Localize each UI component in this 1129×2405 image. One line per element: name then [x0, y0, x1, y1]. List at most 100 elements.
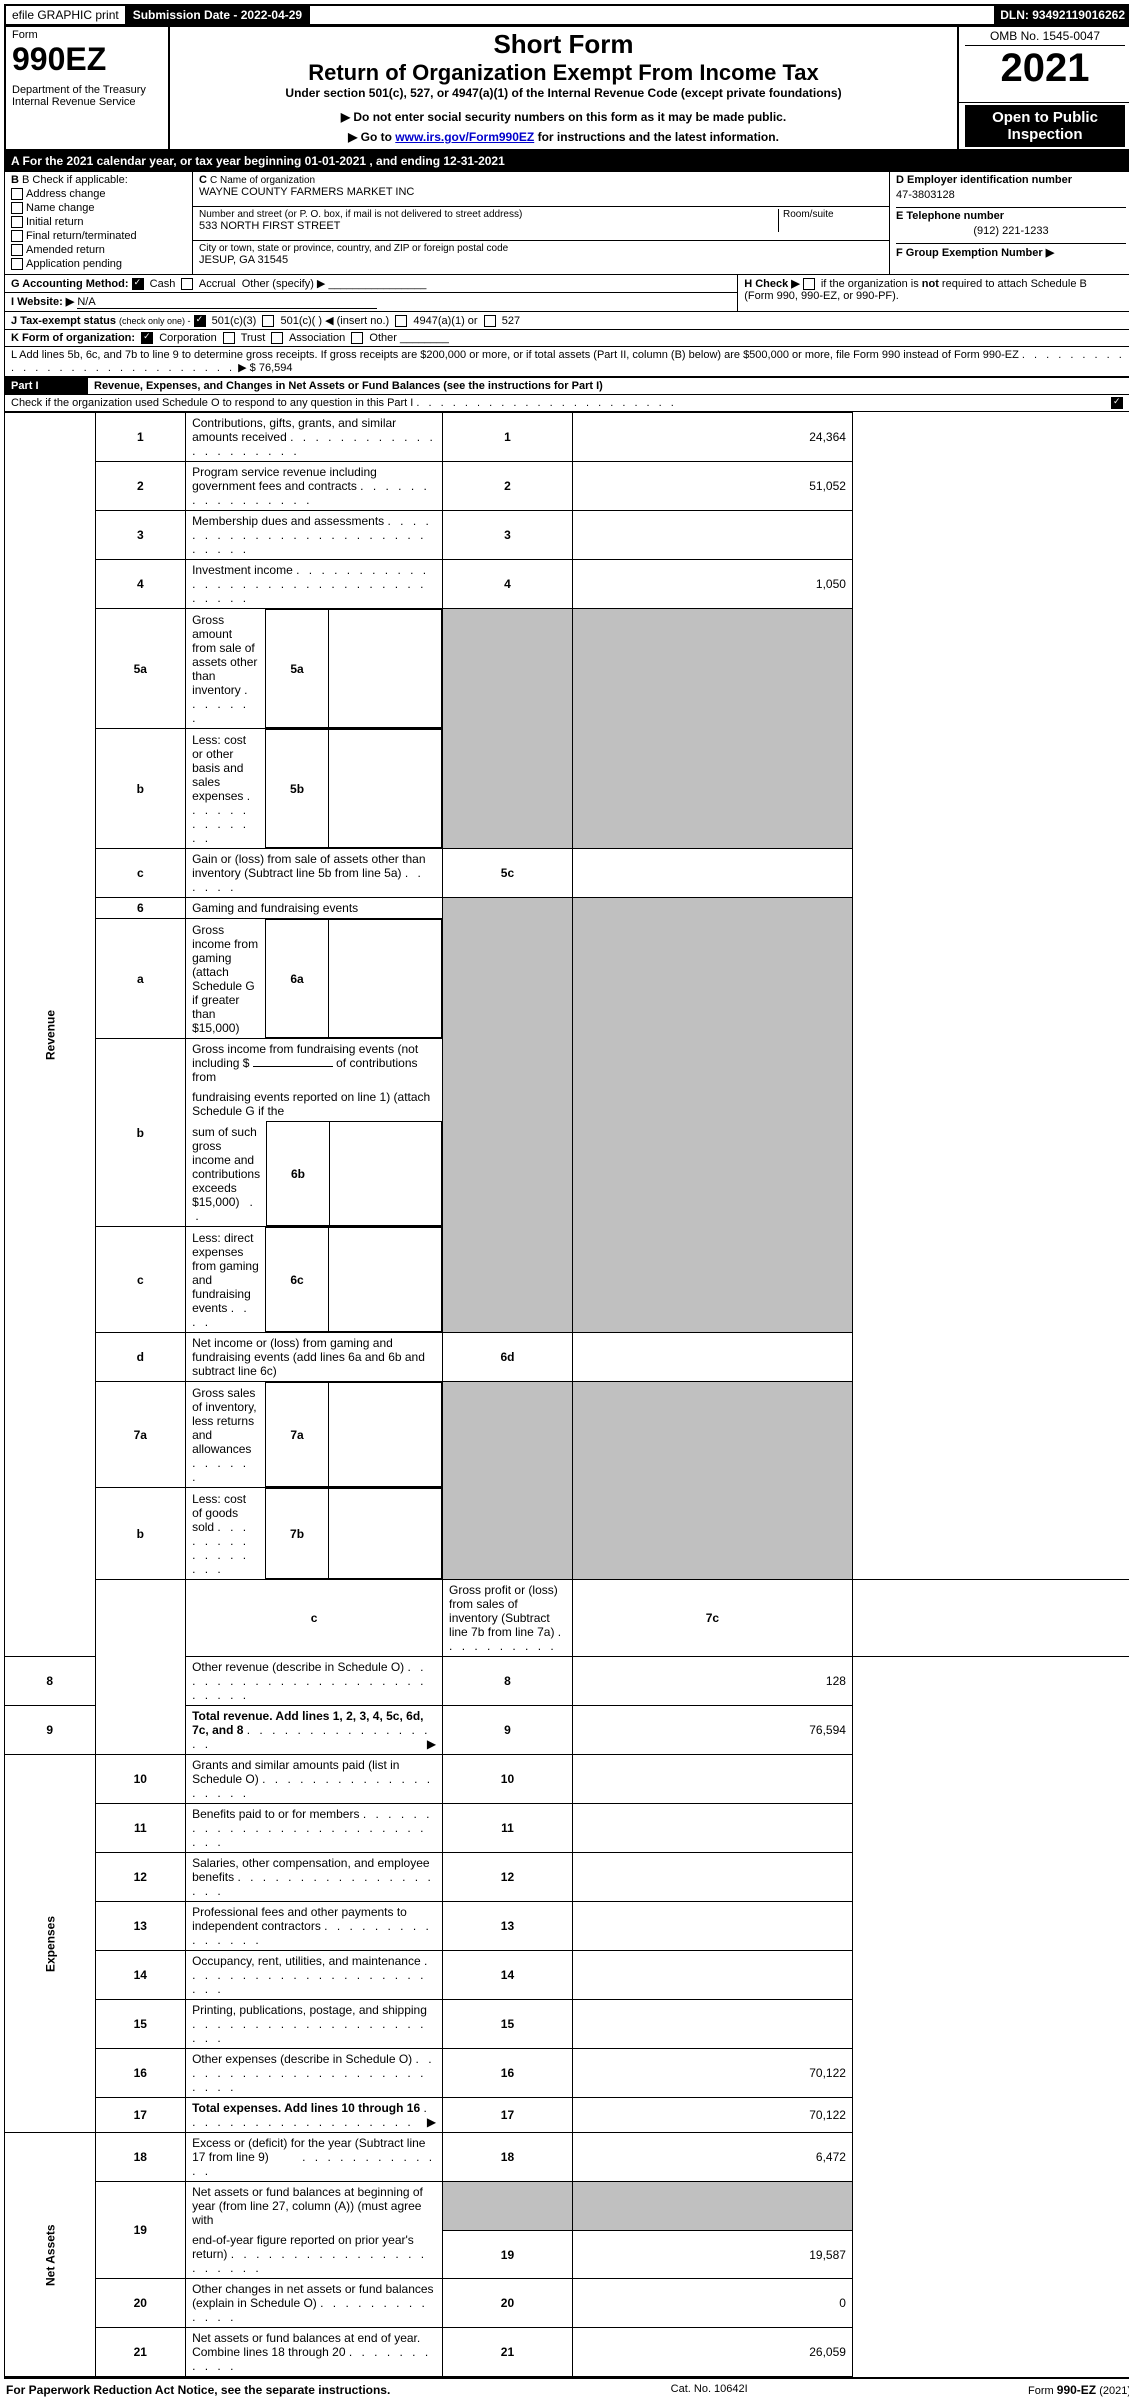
line-7a-text: Gross sales of inventory, less returns a…	[192, 1386, 256, 1456]
grey-cell	[572, 898, 852, 1333]
title-return: Return of Organization Exempt From Incom…	[176, 60, 951, 86]
checkbox-k-3[interactable]	[351, 332, 363, 344]
line-16-val: 70,122	[572, 2049, 852, 2098]
line-7c-num: c	[186, 1580, 443, 1657]
checkbox-h[interactable]	[803, 278, 815, 290]
line-5a-sv	[329, 610, 442, 728]
checkbox-j-3[interactable]	[484, 315, 496, 327]
j-opt-1: 501(c)( ) ◀ (insert no.)	[280, 315, 389, 327]
irs-link[interactable]: www.irs.gov/Form990EZ	[395, 130, 534, 144]
line-3-rn: 3	[443, 511, 573, 560]
checkbox-j-1[interactable]	[262, 315, 274, 327]
j-opt-0: 501(c)(3)	[212, 315, 257, 327]
line-6d-text: Net income or (loss) from gaming and fun…	[186, 1333, 443, 1382]
h-text2: required to attach Schedule B	[939, 278, 1087, 290]
grey-cell	[443, 2182, 573, 2231]
line-7b-num: b	[95, 1488, 186, 1580]
checkbox-part1[interactable]	[1111, 397, 1123, 409]
grey-cell	[443, 1382, 573, 1580]
line-10-rn: 10	[443, 1755, 573, 1804]
line-11-num: 11	[95, 1804, 186, 1853]
g-other: Other (specify) ▶	[242, 278, 326, 290]
line-5b-num: b	[95, 729, 186, 849]
b-item-2[interactable]: Initial return	[11, 216, 186, 228]
checkbox-k-1[interactable]	[223, 332, 235, 344]
line-9-val: 76,594	[572, 1706, 852, 1755]
b-item-0[interactable]: Address change	[11, 188, 186, 200]
line-14-text: Occupancy, rent, utilities, and maintena…	[192, 1954, 421, 1968]
line-6c-sv	[329, 1228, 442, 1332]
line-11-text: Benefits paid to or for members	[192, 1807, 359, 1821]
line-4-text: Investment income	[192, 563, 293, 577]
b-item-4[interactable]: Amended return	[11, 244, 186, 256]
checkbox-cash[interactable]	[132, 278, 144, 290]
line-4-num: 4	[95, 560, 186, 609]
line-17-val: 70,122	[572, 2098, 852, 2133]
line-5b-text: Less: cost or other basis and sales expe…	[192, 733, 246, 803]
side-revenue: Revenue	[5, 413, 96, 1657]
room-label: Room/suite	[783, 209, 883, 220]
line-11-val	[572, 1804, 852, 1853]
checkbox-list-b: Address change Name change Initial retur…	[11, 188, 186, 271]
street-label: Number and street (or P. O. box, if mail…	[199, 209, 778, 220]
line-20-val: 0	[572, 2279, 852, 2328]
phone: (912) 221-1233	[896, 225, 1126, 237]
line-3-num: 3	[95, 511, 186, 560]
arrow-icon: ▶	[427, 1737, 436, 1751]
line-6a-sv	[329, 920, 442, 1038]
checkbox-j-2[interactable]	[395, 315, 407, 327]
line-15-num: 15	[95, 2000, 186, 2049]
line-2-val: 51,052	[572, 462, 852, 511]
b-item-5[interactable]: Application pending	[11, 258, 186, 270]
j-opt-3: 527	[502, 315, 520, 327]
checkbox-k-2[interactable]	[271, 332, 283, 344]
line-13-val	[572, 1902, 852, 1951]
checkbox-icon	[11, 216, 23, 228]
grey-cell	[572, 2182, 852, 2231]
g-cash: Cash	[150, 278, 176, 290]
h-not: not	[922, 278, 939, 290]
footer-left: For Paperwork Reduction Act Notice, see …	[6, 2383, 390, 2397]
k-opt-3: Other	[369, 332, 397, 344]
efile-label: efile GRAPHIC print	[6, 6, 127, 24]
line-9-num: 9	[5, 1706, 96, 1755]
checkbox-accrual[interactable]	[181, 278, 193, 290]
org-name: WAYNE COUNTY FARMERS MARKET INC	[199, 186, 883, 198]
line-16-text: Other expenses (describe in Schedule O)	[192, 2052, 412, 2066]
checkbox-icon	[11, 230, 23, 242]
grey-cell	[572, 1382, 852, 1580]
b-item-2-label: Initial return	[26, 216, 83, 228]
checkbox-j-0[interactable]	[194, 315, 206, 327]
j-sub: (check only one) -	[119, 316, 191, 326]
ghijkl-block: G Accounting Method: Cash Accrual Other …	[4, 275, 1129, 377]
line-5c-val	[572, 849, 852, 898]
footer-right: Form 990-EZ (2021)	[1028, 2383, 1129, 2397]
b-item-1[interactable]: Name change	[11, 202, 186, 214]
dept-label: Department of the Treasury Internal Reve…	[12, 84, 162, 108]
line-6d-rn: 6d	[443, 1333, 573, 1382]
l-val: 76,594	[259, 362, 293, 374]
b-item-5-label: Application pending	[26, 258, 122, 270]
f-label: F Group Exemption Number ▶	[896, 243, 1126, 259]
line-6b-sn: 6b	[267, 1122, 330, 1226]
sub3-post: for instructions and the latest informat…	[534, 130, 779, 144]
open-public: Open to Public Inspection	[965, 105, 1125, 147]
line-8-num: 8	[5, 1657, 96, 1706]
checkbox-k-0[interactable]	[141, 332, 153, 344]
b-item-0-label: Address change	[26, 188, 106, 200]
line-18-num: 18	[95, 2133, 186, 2182]
line-13-num: 13	[95, 1902, 186, 1951]
tax-year: 2021	[965, 46, 1125, 91]
line-20-rn: 20	[443, 2279, 573, 2328]
part1-header-table: Part I Revenue, Expenses, and Changes in…	[4, 377, 1129, 412]
subtitle-3: ▶ Go to www.irs.gov/Form990EZ for instru…	[176, 130, 951, 144]
part1-label: Part I	[11, 380, 39, 392]
line-15-val	[572, 2000, 852, 2049]
city-label: City or town, state or province, country…	[199, 243, 883, 254]
dln: DLN: 93492119016262	[994, 6, 1129, 24]
b-item-4-label: Amended return	[26, 244, 105, 256]
b-item-3[interactable]: Final return/terminated	[11, 230, 186, 242]
grey-cell	[443, 898, 573, 1333]
line-5b-sv	[329, 730, 442, 848]
part1-check-text: Check if the organization used Schedule …	[11, 397, 413, 409]
